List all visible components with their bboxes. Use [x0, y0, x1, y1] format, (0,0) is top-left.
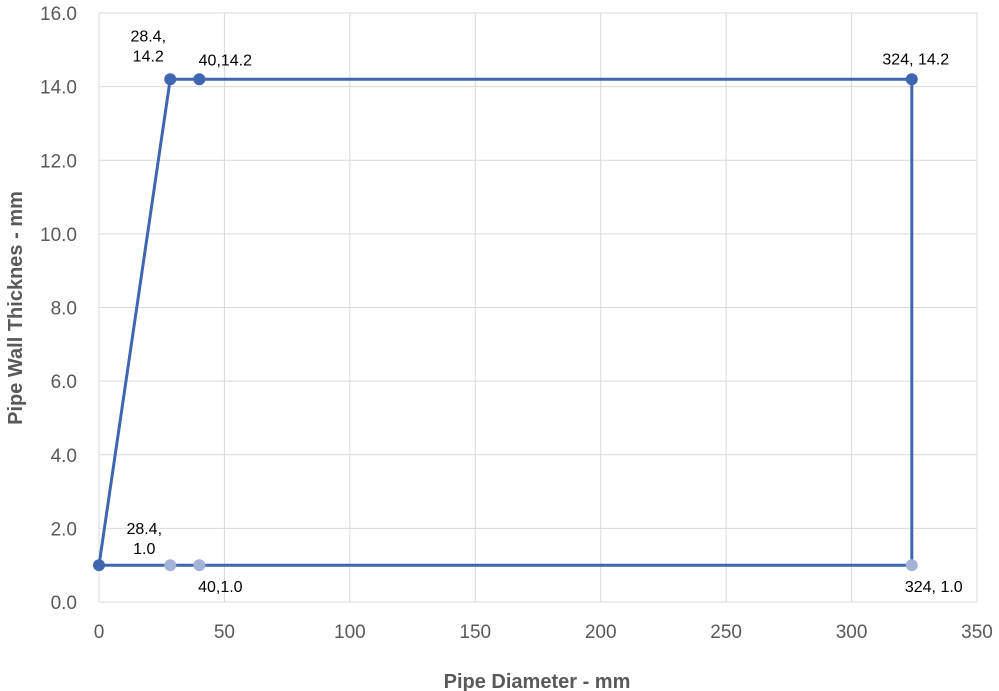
y-tick-label: 6.0	[51, 372, 77, 393]
y-tick-label: 16.0	[40, 4, 77, 25]
x-tick-label: 50	[214, 622, 235, 643]
tick-labels: 0 50 100 150 200 250 300 350 0.0 2.0 4.0 6.0 8.0 10.0…	[40, 4, 993, 643]
data-label: 40,14.2	[199, 52, 252, 69]
y-tick-label: 2.0	[51, 519, 77, 540]
x-tick-label: 0	[94, 622, 105, 643]
x-tick-label: 250	[710, 622, 742, 643]
data-point	[93, 559, 105, 572]
series-markers	[93, 73, 918, 572]
y-tick-label: 4.0	[51, 446, 77, 467]
y-tick-label: 14.0	[40, 78, 77, 99]
x-tick-label: 100	[334, 622, 366, 643]
y-axis-title: Pipe Wall Thicknes - mm	[5, 191, 27, 425]
data-point	[905, 73, 918, 86]
y-tick-label: 12.0	[40, 151, 77, 172]
data-label: 324, 1.0	[905, 579, 963, 596]
y-tick-label: 8.0	[51, 299, 77, 320]
data-label: 28.4, 1.0	[126, 521, 162, 558]
series-lines	[97, 77, 914, 567]
data-label: 40,1.0	[198, 579, 243, 596]
gridlines	[98, 12, 978, 603]
data-point	[164, 73, 177, 86]
data-point	[905, 559, 918, 572]
data-point	[164, 559, 177, 572]
x-axis-title: Pipe Diameter - mm	[444, 671, 631, 691]
data-point	[193, 73, 206, 86]
data-labels: 28.4, 14.2 40,14.2 324, 14.2 324, 1.0 40,1.0 2…	[126, 28, 962, 596]
x-tick-label: 150	[459, 622, 491, 643]
series-line	[97, 77, 914, 567]
data-point	[193, 559, 206, 572]
x-tick-label: 300	[836, 622, 868, 643]
data-label: 28.4, 14.2	[130, 28, 166, 65]
y-tick-label: 10.0	[40, 225, 77, 246]
x-tick-label: 200	[585, 622, 617, 643]
x-tick-label: 350	[961, 622, 993, 643]
y-tick-label: 0.0	[51, 593, 77, 614]
data-label: 324, 14.2	[882, 51, 949, 68]
